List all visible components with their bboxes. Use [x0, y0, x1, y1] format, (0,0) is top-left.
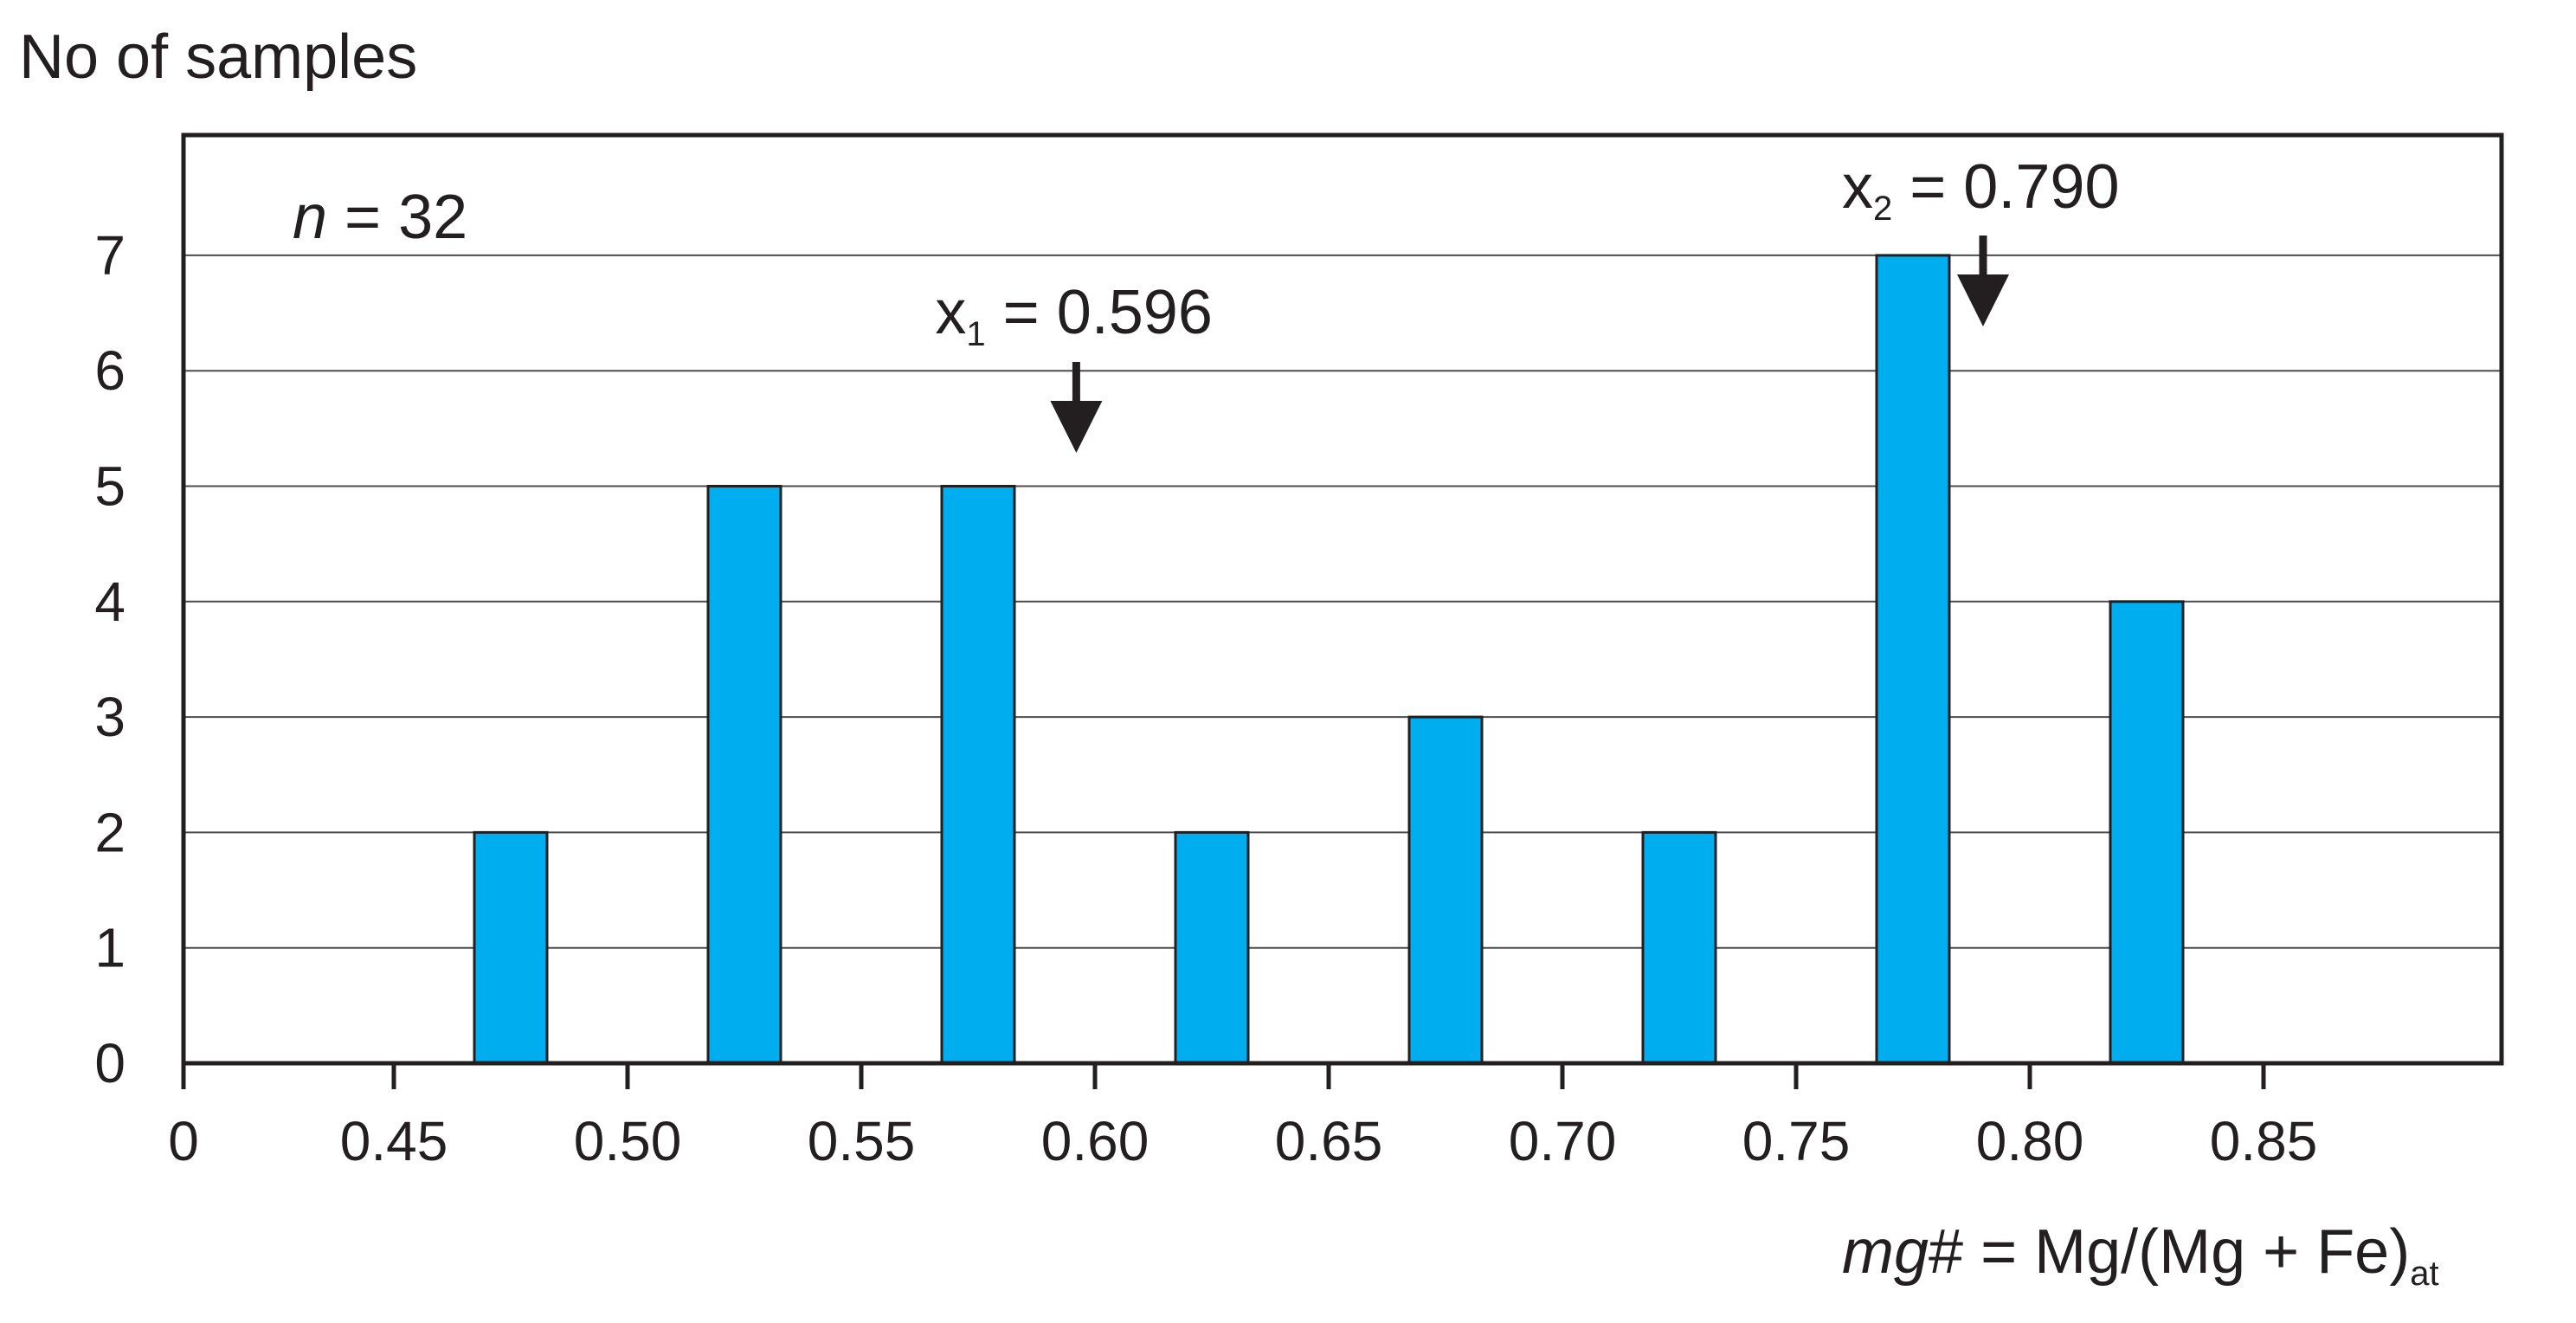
y-tick-label: 1 — [94, 917, 126, 979]
x-tick-label: 0.80 — [1976, 1110, 2084, 1172]
y-tick-label: 0 — [94, 1032, 126, 1094]
sample-count-annotation: n = 32 — [293, 183, 467, 252]
x-tick-label: 0.60 — [1041, 1110, 1150, 1172]
marker-arrow-head — [1957, 274, 2009, 326]
bar — [1174, 830, 1250, 1065]
bars — [473, 254, 2185, 1065]
marker-value: = 0.790 — [1892, 152, 2119, 222]
x-tick-label: 0.50 — [574, 1110, 682, 1172]
x-tick-label: 0.45 — [340, 1110, 448, 1172]
n-value: = 32 — [327, 183, 467, 252]
marker-value: = 0.596 — [986, 278, 1213, 347]
x-tick-label: 0.85 — [2210, 1110, 2318, 1172]
x-tick-labels: 0 0.45 0.50 0.55 0.60 0.65 0.70 0.75 0.80 0.85 — [168, 1110, 2317, 1172]
marker-label: x2 = 0.790 — [1842, 152, 2119, 228]
y-axis-title: No of samples — [19, 23, 417, 92]
x-title-italic: mg — [1842, 1217, 1929, 1287]
y-tick-label: 7 — [94, 224, 126, 287]
bar — [473, 830, 549, 1065]
x-tick-label: 0.70 — [1509, 1110, 1617, 1172]
bar — [706, 485, 782, 1065]
gridlines — [184, 254, 2502, 949]
x-title-subscript: at — [2410, 1255, 2438, 1293]
y-tick-label: 2 — [94, 801, 126, 863]
marker-symbol: x — [1842, 152, 1873, 222]
x-title-main: # = Mg/(Mg + Fe) — [1929, 1217, 2410, 1287]
bar — [1407, 715, 1484, 1065]
x-tick-label: 0.75 — [1742, 1110, 1851, 1172]
y-tick-label: 4 — [94, 571, 126, 633]
x-axis-title: mg# = Mg/(Mg + Fe)at — [1842, 1217, 2439, 1293]
marker-subscript: 1 — [966, 315, 985, 353]
bar — [940, 485, 1016, 1065]
x-tick-label: 0.65 — [1275, 1110, 1383, 1172]
x-tick-label: 0.55 — [808, 1110, 916, 1172]
y-tick-label: 5 — [94, 455, 126, 518]
bar — [1641, 830, 1717, 1065]
marker-subscript: 2 — [1873, 190, 1892, 228]
x-tick-label: 0 — [168, 1110, 199, 1172]
y-tick-label: 3 — [94, 686, 126, 748]
bar — [2109, 600, 2185, 1065]
bar — [1875, 254, 1951, 1065]
marker-label: x1 = 0.596 — [935, 278, 1212, 353]
y-tick-labels: 0 1 2 3 4 5 6 7 — [94, 224, 126, 1094]
y-tick-label: 6 — [94, 339, 126, 402]
n-symbol: n — [293, 183, 327, 252]
marker-arrow-head — [1050, 401, 1103, 453]
marker-symbol: x — [935, 278, 966, 347]
axes — [181, 1061, 2502, 1089]
